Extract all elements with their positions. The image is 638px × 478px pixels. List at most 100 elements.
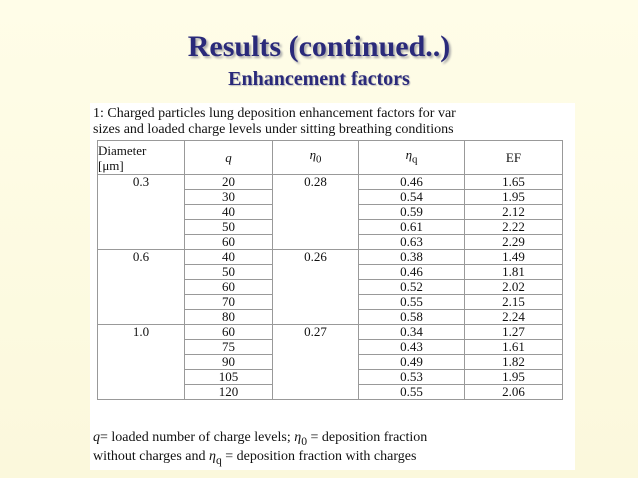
table-cell: 0.58: [358, 309, 465, 325]
text-run: 0: [316, 153, 322, 166]
table-cell: [272, 339, 359, 355]
table-cell: 0.34: [358, 324, 465, 340]
table-cell: [272, 354, 359, 370]
table-row: 0.6 40 0.26 0.38 1.49: [97, 249, 563, 265]
column-header: EF: [464, 140, 563, 175]
table-cell: 1.0: [97, 324, 185, 340]
data-table: Diameter [μm] q η0 ηq EF 0.3 20 0.28 0.46 1.65 30 0.…: [97, 140, 563, 400]
column-header: ηq: [358, 140, 465, 175]
table-cell: 1.61: [464, 339, 563, 355]
table-cell: [272, 369, 359, 385]
table-cell: 0.26: [272, 249, 359, 265]
table-cell: 60: [184, 234, 273, 250]
text-run: η: [209, 449, 216, 464]
table-cell: [272, 189, 359, 205]
text-run: q: [215, 453, 222, 467]
table-cell: 0.6: [97, 249, 185, 265]
table-cell: [272, 294, 359, 310]
table-cell: [97, 369, 185, 385]
table-cell: 1.49: [464, 249, 563, 265]
table-cell: [272, 309, 359, 325]
table-cell: [97, 234, 185, 250]
table-cell: [272, 264, 359, 280]
table-cell: 1.27: [464, 324, 563, 340]
table-cell: [272, 204, 359, 220]
table-cell: 0.38: [358, 249, 465, 265]
text-run: = loaded number of charge levels;: [100, 430, 295, 445]
table-cell: 1.95: [464, 189, 563, 205]
table-cell: 0.55: [358, 294, 465, 310]
text-run: η: [294, 430, 302, 445]
column-header: q: [184, 140, 273, 175]
text-run: q: [412, 153, 418, 166]
text-run: = deposition fraction with charges: [221, 449, 417, 464]
table-cell: 0.53: [358, 369, 465, 385]
table-cell: [272, 234, 359, 250]
table-cell: 60: [184, 279, 273, 295]
table-cell: [97, 294, 185, 310]
table-cell: 0.46: [358, 174, 465, 190]
text-run: q: [225, 150, 232, 165]
text-run: without charges and: [93, 449, 209, 464]
table-cell: [97, 339, 185, 355]
table-cell: [97, 189, 185, 205]
table-row: 50 0.46 1.81: [97, 264, 563, 280]
table-row: 60 0.63 2.29: [97, 234, 563, 250]
table-cell: 0.49: [358, 354, 465, 370]
table-row: 1.0 60 0.27 0.34 1.27: [97, 324, 563, 340]
column-header: η0: [272, 140, 359, 175]
table-cell: 120: [184, 384, 273, 400]
table-cell: 1.81: [464, 264, 563, 280]
table-cell: 0.55: [358, 384, 465, 400]
subtitle: Enhancement factors: [228, 68, 410, 90]
table-cell: 0.27: [272, 324, 359, 340]
caption-line: sizes and loaded charge levels under sit…: [93, 122, 454, 137]
table-cell: 60: [184, 324, 273, 340]
table-row: 0.3 20 0.28 0.46 1.65: [97, 174, 563, 190]
table-cell: 70: [184, 294, 273, 310]
table-cell: 0.61: [358, 219, 465, 235]
table-cell: 1.82: [464, 354, 563, 370]
table-cell: 1.95: [464, 369, 563, 385]
text-run: η: [405, 147, 413, 163]
table-cell: 0.59: [358, 204, 465, 220]
footnote-line: without charges and ηq = deposition frac…: [93, 449, 416, 467]
table-cell: 2.22: [464, 219, 563, 235]
table-cell: [97, 384, 185, 400]
table-cell: 2.02: [464, 279, 563, 295]
table-cell: [97, 309, 185, 325]
table-row: 90 0.49 1.82: [97, 354, 563, 370]
table-row: 105 0.53 1.95: [97, 369, 563, 385]
table-cell: 2.29: [464, 234, 563, 250]
table-cell: [272, 384, 359, 400]
table-cell: 40: [184, 249, 273, 265]
table-cell: 2.06: [464, 384, 563, 400]
table-row: 40 0.59 2.12: [97, 204, 563, 220]
text-run: Diameter: [98, 142, 147, 158]
table-cell: 1.65: [464, 174, 563, 190]
table-row: 80 0.58 2.24: [97, 309, 563, 325]
table-cell: 105: [184, 369, 273, 385]
caption-line: 1: Charged particles lung deposition enh…: [93, 106, 456, 121]
table-cell: 2.15: [464, 294, 563, 310]
table-cell: 80: [184, 309, 273, 325]
table-cell: 0.63: [358, 234, 465, 250]
table-cell: [97, 264, 185, 280]
table-cell: 2.24: [464, 309, 563, 325]
text-run: = deposition fraction: [307, 430, 428, 445]
table-cell: [97, 204, 185, 220]
table-cell: 40: [184, 204, 273, 220]
table-cell: [97, 219, 185, 235]
table-cell: 30: [184, 189, 273, 205]
table-cell: 50: [184, 219, 273, 235]
table-cell: 0.3: [97, 174, 185, 190]
table-cell: 0.28: [272, 174, 359, 190]
table-row: 30 0.54 1.95: [97, 189, 563, 205]
table-cell: 2.12: [464, 204, 563, 220]
table-row: 60 0.52 2.02: [97, 279, 563, 295]
table-row: 75 0.43 1.61: [97, 339, 563, 355]
table-row: 50 0.61 2.22: [97, 219, 563, 235]
footnote-line: q= loaded number of charge levels; η0 = …: [93, 430, 427, 448]
table-cell: [272, 279, 359, 295]
